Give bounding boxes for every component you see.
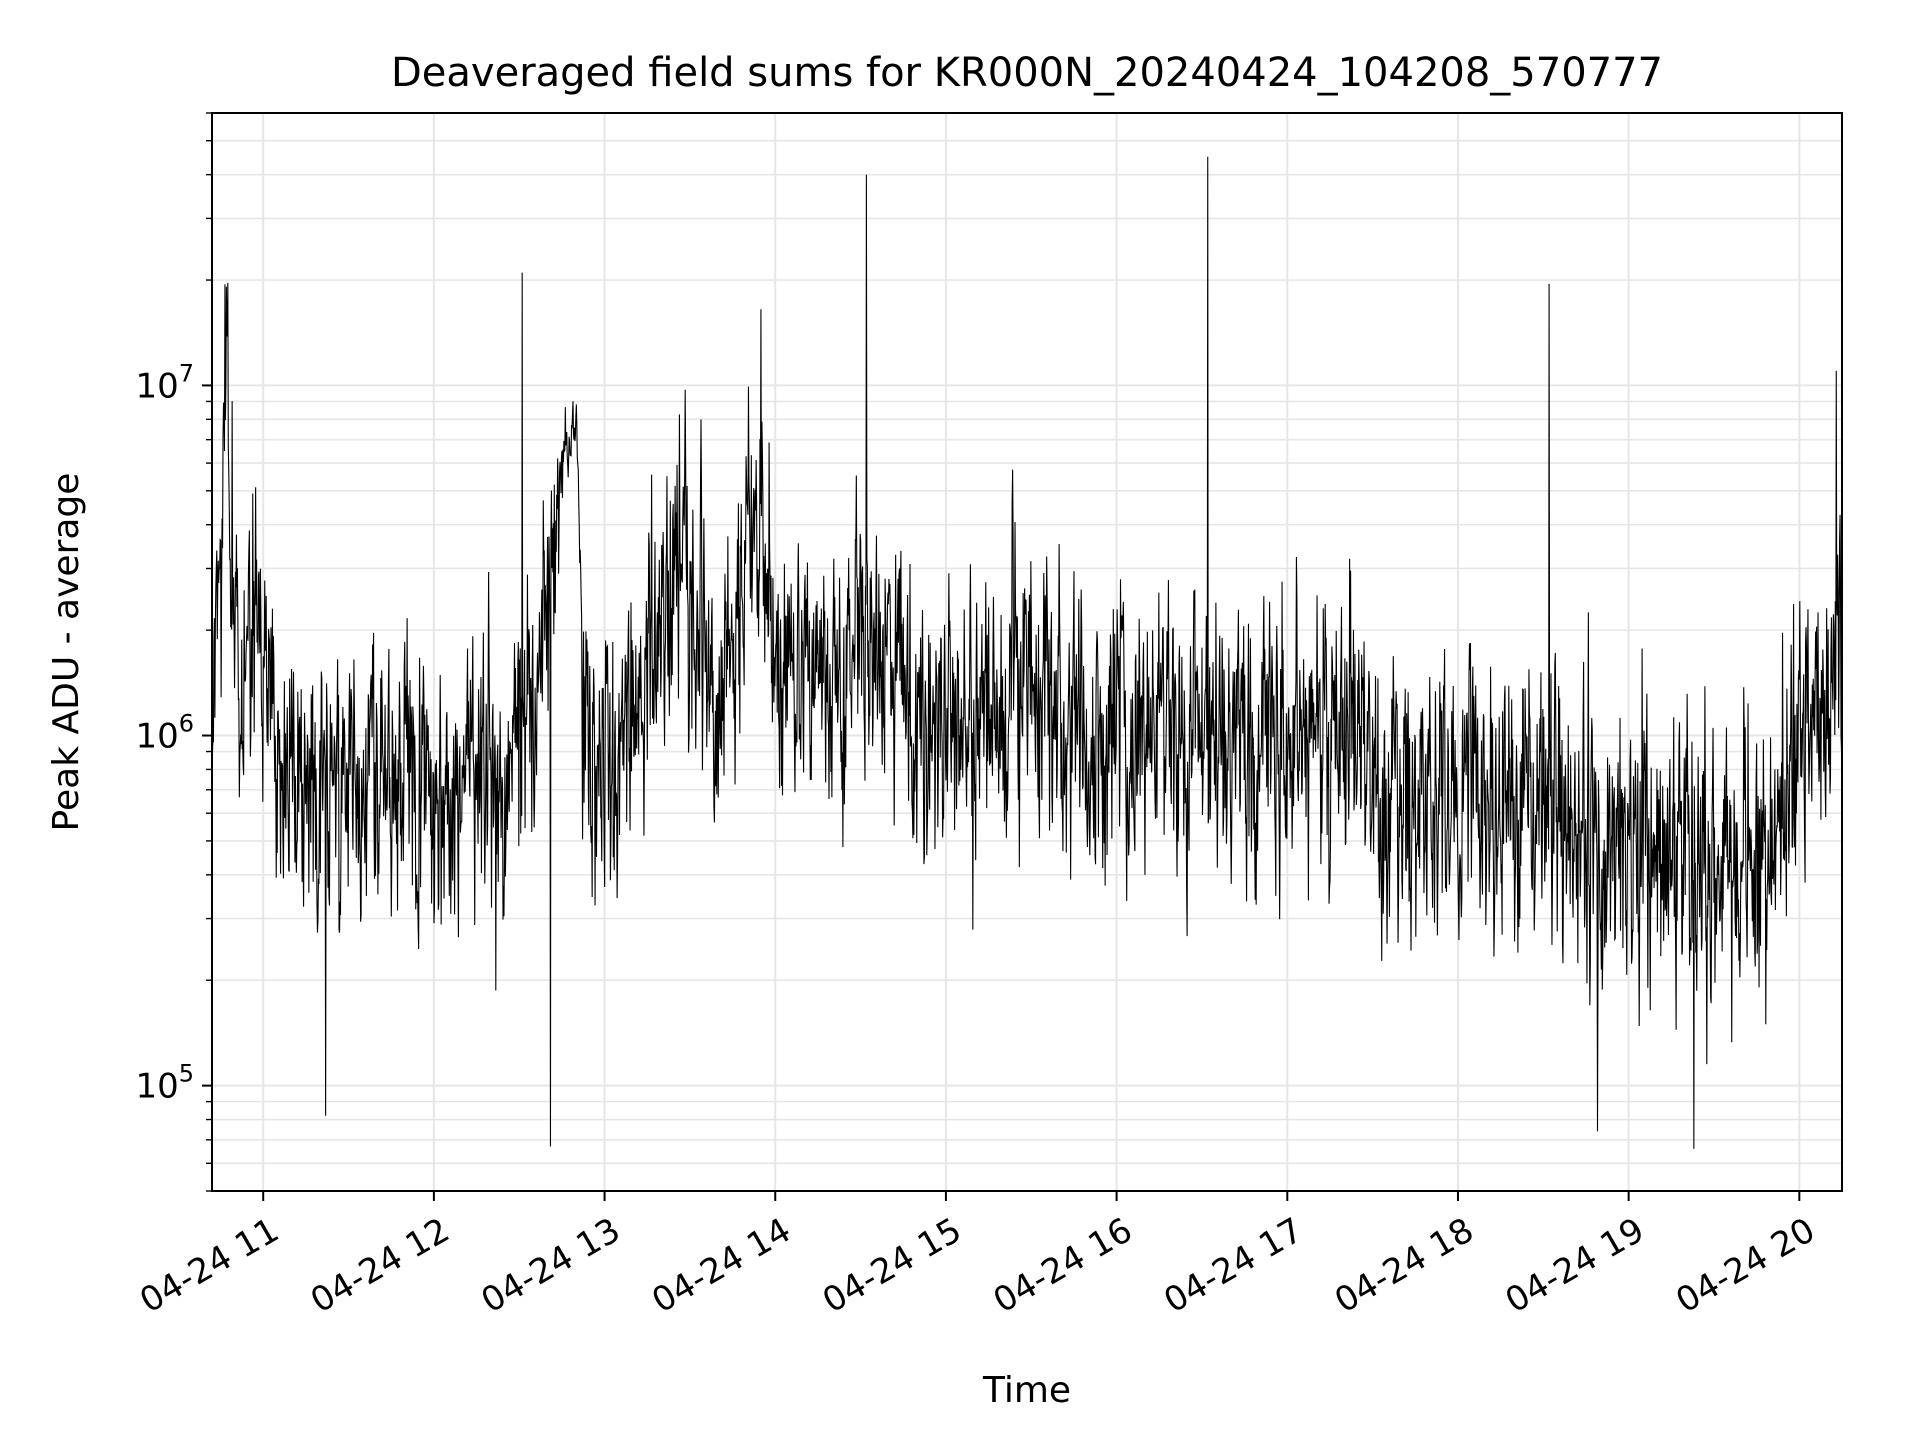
chart-title: Deaveraged field sums for KR000N_2024042…: [391, 50, 1663, 96]
y-axis-label: Peak ADU - average: [46, 473, 87, 832]
x-axis-label: Time: [982, 1370, 1071, 1411]
y-axis: 105 106 107: [135, 112, 212, 1192]
series-layer: [211, 156, 1843, 1149]
y-tick-label: 105: [135, 1060, 194, 1107]
y-tick-label: 106: [135, 710, 194, 757]
plot-frame: [211, 112, 1843, 1192]
series-line: [211, 156, 1843, 1149]
y-tick-label: 107: [135, 359, 194, 406]
